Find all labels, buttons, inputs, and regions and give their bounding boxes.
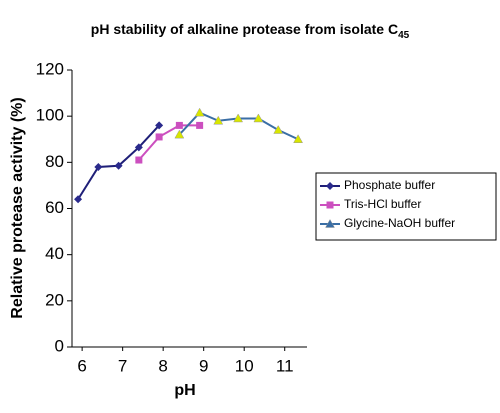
y-tick-label: 100 — [36, 106, 64, 125]
marker — [194, 107, 205, 117]
marker — [196, 121, 204, 129]
legend-label: Tris-HCl buffer — [344, 197, 421, 211]
x-tick-label: 8 — [158, 356, 167, 375]
x-axis-label: pH — [174, 382, 195, 399]
legend-label: Glycine-NaOH buffer — [344, 216, 455, 230]
marker — [233, 113, 244, 123]
x-tick-label: 7 — [118, 356, 127, 375]
marker — [293, 134, 304, 143]
legend-box — [315, 172, 497, 241]
marker — [74, 195, 83, 204]
series-line — [138, 124, 200, 161]
marker — [134, 143, 143, 152]
marker — [213, 115, 224, 125]
x-tick-label: 9 — [199, 356, 208, 375]
y-tick-label: 60 — [45, 198, 64, 217]
marker — [273, 125, 284, 134]
x-tick-label: 6 — [77, 356, 86, 375]
marker — [175, 121, 183, 129]
y-tick-label: 80 — [45, 152, 64, 171]
legend-marker — [325, 218, 335, 228]
marker — [253, 113, 264, 123]
y-tick-label: 40 — [45, 244, 64, 263]
title-subscript: 45 — [398, 30, 410, 41]
y-axis-label: Relative protease activity (%) — [9, 97, 26, 318]
legend-marker — [326, 201, 334, 209]
chart-title: pH stability of alkaline protease from i… — [91, 21, 410, 41]
x-tick-label: 10 — [235, 356, 254, 375]
x-tick-label: 11 — [276, 356, 294, 375]
marker — [135, 156, 143, 164]
marker — [174, 129, 185, 139]
marker — [155, 121, 164, 130]
marker — [94, 162, 103, 171]
title-main: pH stability of alkaline protease from i… — [91, 21, 398, 37]
y-tick-label: 120 — [36, 59, 64, 78]
legend-marker — [326, 182, 334, 190]
legend-label: Phosphate buffer — [344, 178, 435, 192]
y-tick-label: 0 — [55, 336, 64, 355]
marker — [155, 133, 163, 141]
y-tick-label: 20 — [45, 290, 64, 309]
marker — [114, 161, 123, 170]
